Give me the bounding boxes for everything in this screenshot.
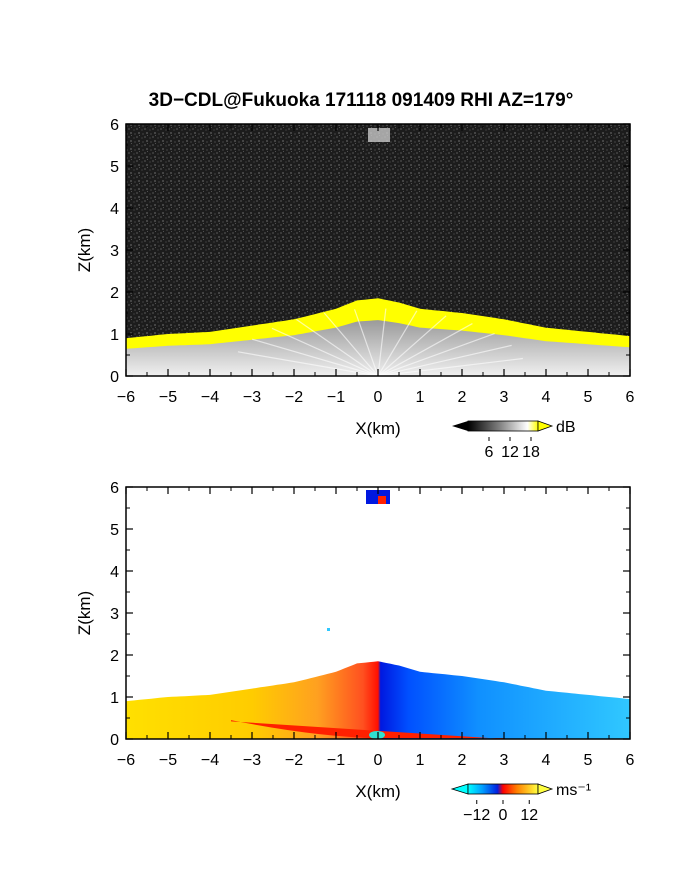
colorbar-tick-label: −12 [463,807,490,824]
x-tick-label: −2 [285,752,303,769]
velocity-colorbar: ms⁻¹ −12 0 12 [450,782,591,824]
x-tick-label: −5 [159,389,177,406]
beam-ray [252,338,379,376]
velocity-colorbar-unit: ms⁻¹ [556,782,591,799]
velocity-ylabel: Z(km) [75,591,94,635]
beam-ray [377,357,523,376]
beam-ray [377,315,447,376]
reflectivity-cloud-patch [368,128,390,142]
velocity-axes: −6 −5 −4 −3 −2 −1 0 1 2 3 4 5 6 0 1 2 3 4 5 6 [110,480,634,769]
x-tick-label: −6 [117,389,135,406]
reflectivity-beam-rays [237,308,523,376]
beam-ray [377,308,387,376]
reflectivity-axes: −6 −5 −4 −3 −2 −1 0 1 2 3 4 5 6 0 1 2 3 4 5 6 [110,117,634,406]
x-tick-label: −2 [285,389,303,406]
x-tick-label: 1 [416,752,425,769]
velocity-origin-blob [369,731,385,739]
x-tick-label: 0 [374,389,383,406]
x-tick-label: −1 [327,389,345,406]
y-tick-label: 1 [110,690,119,707]
reflectivity-xlabel: X(km) [355,419,400,438]
beam-ray [377,344,512,376]
x-tick-label: 1 [416,389,425,406]
beam-ray [353,309,379,376]
y-tick-label: 3 [110,606,119,623]
x-tick-label: 5 [584,389,593,406]
x-tick-label: −4 [201,752,219,769]
y-tick-label: 2 [110,648,119,665]
y-tick-label: 0 [110,369,119,386]
x-tick-label: 0 [374,752,383,769]
y-tick-label: 5 [110,522,119,539]
beam-ray [323,312,379,376]
reflectivity-echo-core [126,320,630,376]
x-tick-label: 2 [458,389,467,406]
colorbar-tick-label: 12 [520,807,538,824]
velocity-cloud-red [378,496,386,504]
x-tick-label: 3 [500,389,509,406]
y-tick-label: 4 [110,564,119,581]
x-tick-label: 6 [626,389,635,406]
beam-ray [237,351,379,376]
beam-ray [295,318,379,376]
reflectivity-colorbar: dB 6 12 18 [452,419,576,461]
beam-ray [271,327,379,376]
y-tick-label: 0 [110,732,119,749]
colorbar-tick-label: 12 [501,444,519,461]
x-tick-label: −1 [327,752,345,769]
reflectivity-colorbar-ramp [467,420,539,432]
y-tick-label: 3 [110,243,119,260]
y-tick-label: 1 [110,327,119,344]
colorbar-tick-label: 0 [499,807,508,824]
colorbar-tick-label: 18 [522,444,540,461]
y-tick-label: 2 [110,285,119,302]
x-tick-label: −3 [243,389,261,406]
beam-ray [377,323,473,376]
beam-ray [377,332,495,376]
x-tick-label: 4 [542,389,551,406]
x-tick-label: −4 [201,389,219,406]
colorbar-tick-label: 6 [485,444,494,461]
x-tick-label: −3 [243,752,261,769]
x-tick-label: 2 [458,752,467,769]
velocity-ground-rim [231,720,504,739]
y-tick-label: 4 [110,201,119,218]
velocity-speckle [327,628,330,631]
x-tick-label: −5 [159,752,177,769]
reflectivity-colorbar-unit: dB [556,419,576,436]
y-tick-label: 6 [110,480,119,497]
y-tick-label: 5 [110,159,119,176]
velocity-xlabel: X(km) [355,782,400,801]
velocity-echo [126,661,630,739]
y-tick-label: 6 [110,117,119,134]
x-tick-label: 3 [500,752,509,769]
x-tick-label: 6 [626,752,635,769]
x-tick-label: 5 [584,752,593,769]
velocity-colorbar-ramp [467,783,539,795]
reflectivity-ylabel: Z(km) [75,228,94,272]
x-tick-label: 4 [542,752,551,769]
figure-title: 3D−CDL@Fukuoka 171118 091409 RHI AZ=179° [149,90,574,111]
beam-ray [377,310,418,376]
x-tick-label: −6 [117,752,135,769]
